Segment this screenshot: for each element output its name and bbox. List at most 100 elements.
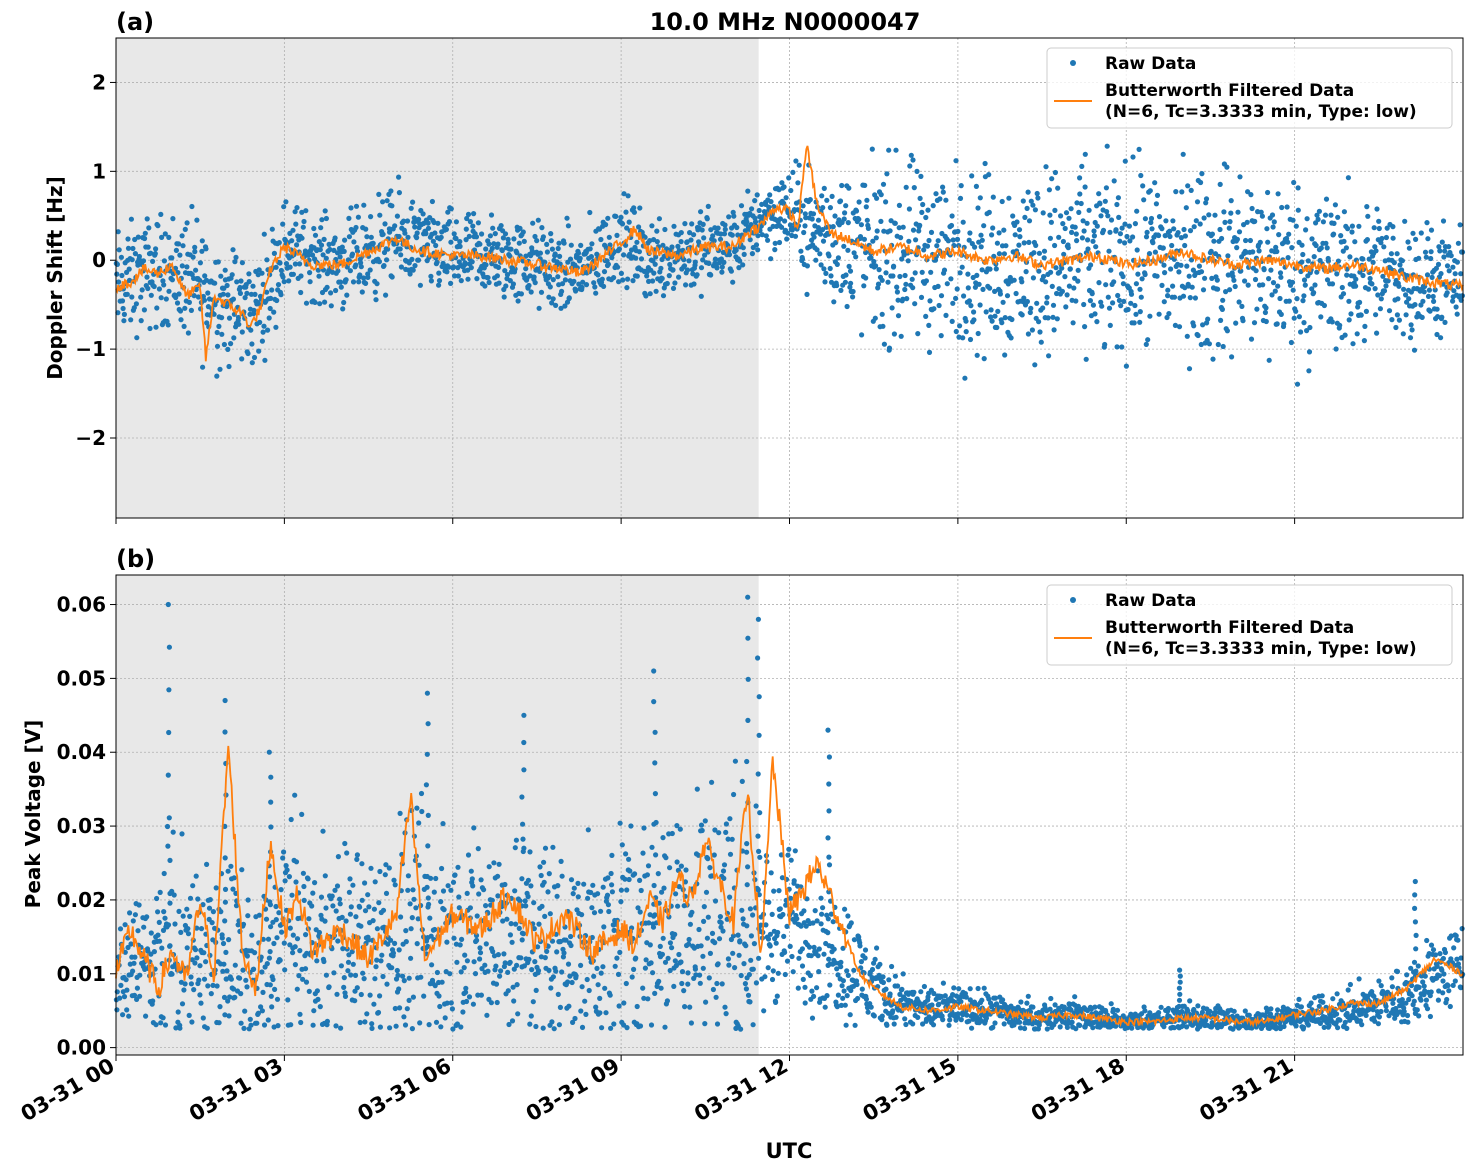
raw-point: [416, 820, 422, 826]
raw-point: [779, 180, 785, 186]
raw-point: [1152, 249, 1158, 255]
raw-point: [121, 994, 128, 1000]
raw-point: [1432, 287, 1438, 293]
raw-point: [862, 182, 868, 188]
raw-point: [126, 1013, 132, 1019]
raw-point: [1067, 266, 1073, 272]
raw-point: [442, 1015, 448, 1021]
raw-point: [483, 262, 489, 268]
raw-point: [879, 277, 885, 283]
raw-point: [471, 211, 477, 217]
raw-point: [732, 758, 739, 764]
raw-point: [714, 1021, 721, 1027]
raw-point: [842, 1002, 848, 1008]
raw-point: [414, 230, 420, 236]
legend-raw-marker: [1070, 60, 1076, 66]
raw-point: [377, 868, 383, 875]
raw-point: [558, 305, 564, 311]
raw-point: [846, 263, 852, 269]
raw-point: [1246, 1012, 1252, 1018]
raw-point: [963, 994, 969, 1000]
raw-point: [1438, 335, 1444, 341]
raw-point: [900, 296, 906, 302]
raw-point: [1113, 227, 1119, 233]
raw-point: [374, 926, 380, 932]
raw-point: [619, 842, 625, 848]
raw-point: [201, 976, 208, 982]
raw-point: [646, 920, 652, 926]
raw-point: [1176, 269, 1182, 275]
raw-point: [225, 868, 231, 874]
raw-point: [165, 843, 171, 849]
raw-point: [1110, 300, 1116, 306]
raw-point: [899, 256, 905, 262]
raw-point: [700, 257, 706, 263]
raw-point: [501, 294, 507, 300]
raw-point: [273, 324, 279, 330]
raw-point: [190, 254, 196, 260]
raw-point: [748, 957, 754, 963]
raw-point: [618, 899, 624, 905]
raw-point: [1199, 171, 1205, 177]
raw-point: [161, 870, 167, 877]
raw-point: [1048, 219, 1054, 225]
raw-point: [410, 199, 416, 205]
raw-point: [417, 1020, 423, 1026]
raw-point: [1305, 258, 1311, 264]
raw-point: [448, 206, 454, 212]
raw-point: [896, 225, 902, 231]
raw-point: [920, 201, 926, 208]
raw-point: [548, 238, 554, 244]
raw-point: [1323, 196, 1330, 202]
raw-point: [703, 999, 709, 1005]
raw-point: [715, 961, 721, 967]
raw-point: [1111, 178, 1117, 184]
raw-point: [773, 999, 779, 1006]
raw-point: [474, 276, 480, 282]
raw-point: [1291, 315, 1297, 321]
raw-point: [184, 264, 190, 270]
raw-point: [723, 1011, 729, 1017]
raw-point: [267, 982, 273, 988]
raw-point: [162, 915, 168, 921]
raw-point: [570, 1019, 576, 1025]
raw-point: [803, 215, 809, 221]
raw-point: [230, 247, 236, 253]
raw-point: [512, 266, 518, 272]
raw-point: [477, 945, 483, 951]
raw-point: [1212, 1010, 1218, 1016]
raw-point: [455, 273, 461, 279]
raw-point: [710, 233, 716, 239]
raw-point: [976, 281, 982, 287]
raw-point: [799, 963, 806, 969]
raw-point: [1147, 188, 1153, 194]
raw-point: [500, 918, 506, 924]
raw-point: [294, 986, 300, 992]
raw-point: [839, 983, 845, 989]
raw-point: [525, 877, 532, 883]
raw-point: [549, 246, 556, 252]
raw-point: [548, 985, 554, 991]
raw-point: [701, 235, 707, 241]
raw-point: [1099, 303, 1105, 309]
raw-point: [641, 825, 647, 831]
raw-point: [634, 1003, 640, 1010]
raw-point: [526, 956, 532, 963]
raw-point: [431, 889, 437, 895]
raw-point: [815, 217, 822, 223]
raw-point: [303, 979, 310, 985]
raw-point: [1078, 200, 1084, 207]
raw-point: [535, 217, 541, 223]
raw-point: [514, 250, 520, 256]
raw-point: [693, 972, 699, 978]
raw-point: [463, 989, 469, 995]
raw-point: [757, 854, 763, 860]
raw-point: [960, 335, 966, 341]
raw-point: [1102, 198, 1108, 204]
raw-point: [719, 981, 725, 987]
raw-point: [414, 235, 420, 241]
raw-point: [871, 1013, 877, 1019]
raw-point: [334, 991, 340, 997]
raw-point: [1405, 239, 1411, 245]
raw-point: [116, 247, 122, 253]
